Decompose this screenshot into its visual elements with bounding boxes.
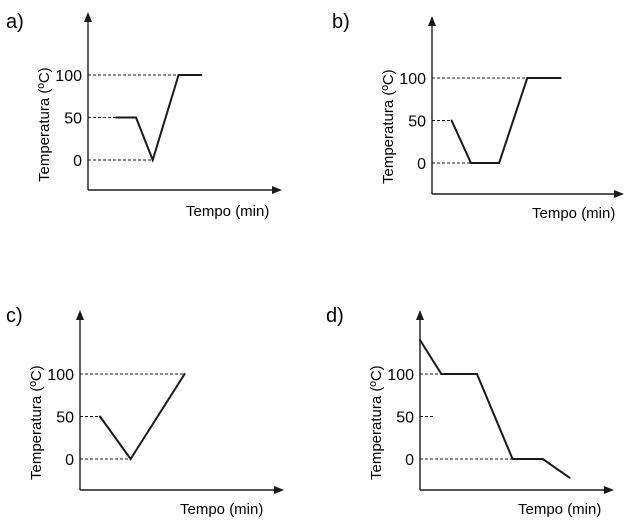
x-axis-label: Tempo (min) [186, 203, 269, 220]
data-point [151, 159, 154, 161]
y-axis-label: Temperatura (ºC) [28, 365, 45, 480]
y-tick-label: 50 [56, 410, 74, 427]
x-axis-arrow [604, 486, 614, 494]
y-tick-label: 100 [399, 71, 426, 88]
x-axis-arrow [274, 486, 284, 494]
y-axis-arrow [76, 310, 84, 320]
data-point [115, 116, 118, 119]
y-axis-arrow [416, 310, 424, 320]
data-point [559, 77, 562, 79]
data-point [419, 339, 421, 341]
y-axis-label: Temperatura (ºC) [368, 365, 385, 480]
data-point [129, 458, 132, 460]
panel-label: c) [6, 305, 23, 327]
data-point [475, 373, 478, 375]
y-tick-label: 100 [47, 367, 74, 384]
panel-label: a) [6, 11, 24, 33]
panel-label: b) [332, 11, 350, 33]
data-point [135, 116, 137, 119]
y-tick-label: 50 [396, 410, 414, 427]
y-tick-label: 0 [417, 156, 426, 173]
data-point [450, 119, 453, 122]
data-point [526, 77, 529, 79]
data-point [183, 373, 186, 375]
series-line [419, 339, 571, 479]
data-point [469, 162, 472, 164]
y-tick-label: 100 [55, 68, 82, 85]
data-point [568, 476, 571, 479]
x-axis-label: Tempo (min) [180, 501, 263, 518]
x-axis-label: Tempo (min) [532, 205, 615, 222]
y-axis-label: Temperatura (ºC) [36, 67, 53, 182]
x-axis-arrow [272, 186, 282, 194]
x-axis-arrow [614, 190, 624, 198]
data-point [498, 162, 501, 164]
y-axis-label: Temperatura (ºC) [380, 69, 397, 184]
x-axis-label: Tempo (min) [518, 501, 601, 518]
data-point [511, 458, 514, 460]
data-point [99, 415, 101, 418]
y-tick-label: 50 [408, 114, 426, 131]
y-tick-label: 100 [387, 367, 414, 384]
data-point [200, 74, 203, 76]
y-tick-label: 0 [65, 452, 74, 469]
panel-label: d) [326, 305, 344, 327]
data-point [177, 74, 180, 76]
y-axis-arrow [84, 12, 92, 22]
y-tick-label: 0 [405, 452, 414, 469]
y-tick-label: 0 [73, 153, 82, 170]
data-point [440, 373, 443, 375]
y-tick-label: 50 [64, 111, 82, 128]
data-point [541, 458, 544, 460]
y-axis-arrow [428, 16, 436, 26]
